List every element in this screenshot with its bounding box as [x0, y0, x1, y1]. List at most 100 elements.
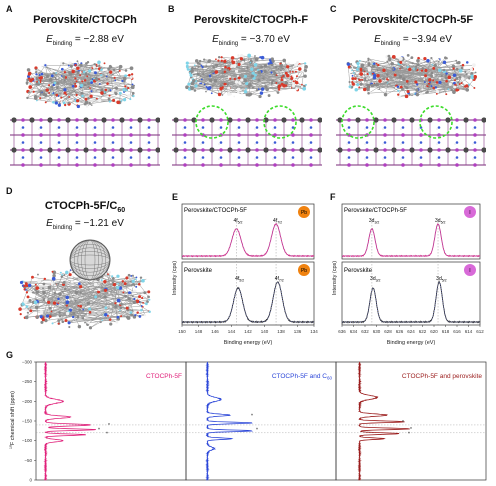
atom	[90, 81, 94, 84]
e-value: = −2.88 eV	[72, 34, 124, 45]
bond	[369, 75, 438, 92]
atom	[272, 70, 275, 73]
atom	[94, 77, 99, 82]
atom	[292, 78, 296, 81]
panel-d-binding-energy: Ebinding = −1.21 eV	[20, 218, 150, 231]
atom	[123, 282, 127, 286]
atom	[259, 91, 264, 95]
atom	[65, 93, 68, 96]
atom	[59, 271, 62, 274]
i-atom	[365, 148, 369, 152]
atom	[24, 282, 28, 286]
atom	[464, 70, 467, 74]
x-tick-label: 150	[178, 329, 186, 334]
peak-star: *	[410, 427, 412, 433]
atom	[445, 79, 448, 83]
atom	[257, 70, 262, 75]
pb-badge-top	[298, 206, 310, 218]
atom	[373, 83, 376, 86]
perovskite-slab-c	[336, 117, 486, 167]
atom	[53, 291, 57, 295]
atom	[355, 68, 359, 71]
atom	[421, 88, 424, 91]
atom	[27, 91, 30, 94]
n-atom	[309, 126, 313, 129]
atom	[417, 56, 420, 60]
n-atom	[147, 141, 151, 144]
atom	[264, 85, 268, 89]
atom	[198, 59, 202, 63]
atom	[217, 59, 220, 62]
atom	[206, 74, 210, 78]
atom	[385, 81, 388, 84]
atom	[43, 277, 47, 281]
atom	[47, 300, 51, 305]
atom	[131, 279, 135, 284]
atom	[280, 63, 284, 67]
atom	[81, 94, 84, 98]
atom	[125, 306, 129, 310]
peak-star: *	[106, 432, 108, 438]
bond	[45, 71, 77, 103]
pb-atom	[173, 117, 179, 123]
atom	[250, 67, 254, 71]
atom	[42, 290, 46, 295]
n-atom	[21, 141, 25, 144]
atom	[406, 65, 409, 69]
atom	[435, 89, 440, 94]
atom	[74, 84, 78, 88]
atom	[103, 288, 108, 292]
highlight-circle	[341, 105, 375, 139]
atom	[79, 63, 83, 67]
h-atom	[146, 158, 148, 160]
bond	[436, 89, 452, 95]
pb-atom	[137, 147, 143, 153]
atom	[129, 66, 134, 71]
atom	[33, 94, 38, 99]
i-atom	[111, 133, 115, 137]
atom	[233, 77, 237, 81]
x-tick-label: 148	[195, 329, 203, 334]
e-bottom-fit	[182, 281, 314, 323]
x-tick-label: 630	[373, 329, 381, 334]
atom	[95, 97, 98, 100]
atom	[286, 65, 290, 69]
atom	[110, 66, 113, 69]
n-atom	[75, 126, 79, 129]
pb-atom	[29, 117, 35, 123]
e-peak2-label-top: 4f7/2	[273, 218, 282, 225]
bond	[400, 60, 457, 69]
pb-atom	[281, 117, 287, 123]
x-tick-label: 612	[476, 329, 484, 334]
atom	[146, 300, 149, 304]
atom	[78, 282, 81, 286]
atom	[56, 76, 59, 79]
f-peak1-label-bottom: 3d3/2	[370, 276, 380, 283]
atom	[200, 64, 203, 67]
h-atom	[182, 128, 184, 130]
atom	[54, 282, 57, 285]
atom	[122, 291, 125, 294]
atom	[354, 87, 358, 92]
atom	[56, 86, 59, 89]
atom	[48, 306, 52, 310]
i-atom	[129, 133, 133, 137]
atom	[237, 54, 240, 57]
atom	[193, 73, 195, 76]
i-atom	[419, 163, 423, 167]
n-atom	[201, 156, 205, 159]
atom	[127, 273, 131, 277]
atom	[38, 74, 41, 77]
panel-f-xps: Intensity (cps) Perovskite/CTOCPh-5F Per…	[332, 203, 484, 346]
atom	[447, 75, 451, 79]
h-atom	[272, 143, 274, 145]
atom	[107, 67, 111, 71]
i-atom	[273, 163, 277, 167]
atom	[37, 279, 42, 284]
pb-atom	[481, 117, 486, 123]
i-atom	[93, 148, 97, 152]
h-atom	[308, 143, 310, 145]
atom	[372, 76, 377, 80]
i-badge-top	[464, 206, 476, 218]
bond	[359, 79, 387, 83]
